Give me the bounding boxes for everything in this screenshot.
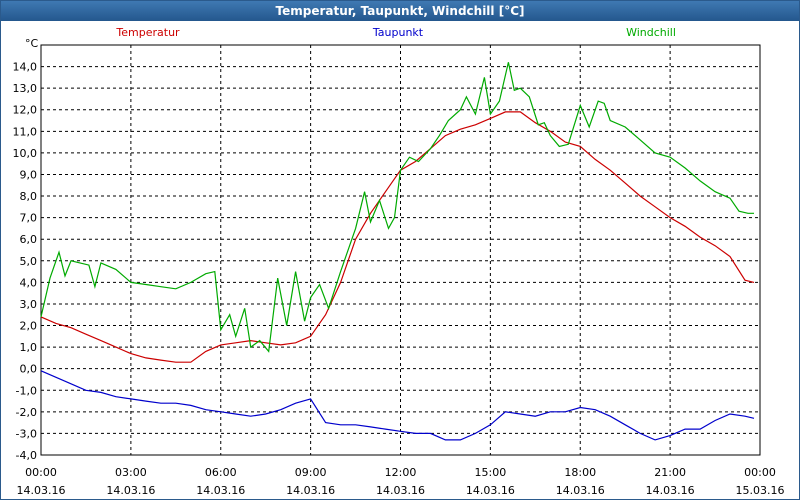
y-tick-label: 12,0 [13,104,38,117]
y-tick-label: 5,0 [20,255,38,268]
window-title: Temperatur, Taupunkt, Windchill [°C] [1,1,799,21]
y-tick-label: -4,0 [16,449,37,462]
x-tick-date: 15.03.16 [736,484,785,497]
x-tick-date: 14.03.16 [556,484,605,497]
x-tick-date: 14.03.16 [646,484,695,497]
legend: Temperatur Taupunkt Windchill [115,26,676,39]
y-tick-label: -3,0 [16,427,37,440]
x-tick-date: 14.03.16 [376,484,425,497]
legend-item-temperatur: Temperatur [115,26,180,39]
y-tick-label: 11,0 [13,125,38,138]
x-tick-time: 06:00 [205,466,237,479]
legend-item-windchill: Windchill [626,26,676,39]
y-tick-label: 8,0 [20,190,38,203]
plot-border [40,44,761,456]
y-tick-label: -2,0 [16,406,37,419]
y-tick-label: 13,0 [13,82,38,95]
y-tick-label: 1,0 [20,341,38,354]
y-tick-label: 14,0 [13,61,38,74]
x-tick-time: 15:00 [475,466,507,479]
x-tick-time: 00:00 [744,466,776,479]
x-tick-time: 03:00 [115,466,147,479]
y-tick-label: 9,0 [20,168,38,181]
x-tick-date: 14.03.16 [196,484,245,497]
y-tick-label: 3,0 [20,298,38,311]
y-tick-label: 4,0 [20,276,38,289]
series-lines [40,62,755,441]
y-tick-label: -1,0 [16,384,37,397]
axes: 14,0 13,0 12,0 11,0 10,0 9,0 8,0 7,0 6,0 5,0 4,0 3,… [13,37,785,497]
legend-item-taupunkt: Taupunkt [372,26,424,39]
series-line-taupunkt [40,370,755,441]
x-tick-time: 00:00 [25,466,57,479]
x-tick-date: 14.03.16 [466,484,515,497]
x-tick-date: 14.03.16 [17,484,66,497]
x-tick-time: 18:00 [564,466,596,479]
series-line-temperatur [40,111,755,363]
x-tick-time: 09:00 [295,466,327,479]
x-tick-time: 21:00 [654,466,686,479]
y-tick-label: 10,0 [13,147,38,160]
y-tick-label: 0,0 [20,363,38,376]
x-tick-date: 14.03.16 [286,484,335,497]
y-tick-label: 6,0 [20,233,38,246]
x-tick-date: 14.03.16 [106,484,155,497]
series-line-windchill [40,62,754,353]
y-tick-label: 2,0 [20,320,38,333]
grid-lines [40,45,761,456]
y-axis-label: °C [25,37,39,50]
y-tick-label: 7,0 [20,212,38,225]
x-tick-time: 12:00 [385,466,417,479]
